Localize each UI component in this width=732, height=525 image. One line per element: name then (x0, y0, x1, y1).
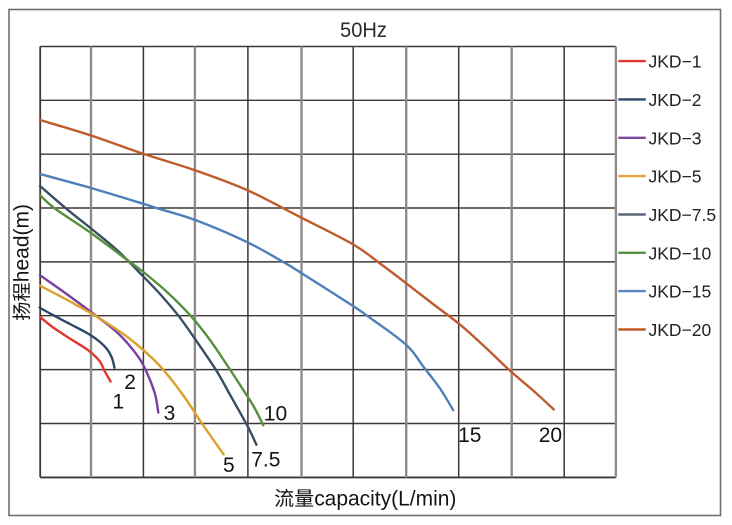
svg-text:JKD−1: JKD−1 (649, 52, 702, 72)
svg-text:50Hz: 50Hz (340, 19, 387, 42)
svg-text:15: 15 (458, 424, 481, 447)
svg-text:JKD−20: JKD−20 (649, 320, 712, 340)
svg-text:1: 1 (113, 391, 125, 414)
svg-text:JKD−10: JKD−10 (649, 243, 712, 263)
svg-text:JKD−5: JKD−5 (649, 167, 702, 187)
svg-text:7.5: 7.5 (251, 448, 280, 471)
svg-text:head(m): head(m) (11, 204, 34, 282)
svg-text:JKD−7.5: JKD−7.5 (649, 205, 717, 225)
svg-text:capacity(L/min): capacity(L/min) (314, 488, 456, 511)
svg-text:JKD−3: JKD−3 (649, 128, 702, 148)
svg-text:JKD−2: JKD−2 (649, 90, 702, 110)
svg-text:3: 3 (164, 402, 176, 425)
svg-text:10: 10 (264, 403, 287, 426)
svg-text:5: 5 (223, 454, 235, 477)
svg-text:2: 2 (124, 371, 136, 394)
svg-text:20: 20 (539, 424, 562, 447)
svg-text:JKD−15: JKD−15 (649, 282, 712, 302)
